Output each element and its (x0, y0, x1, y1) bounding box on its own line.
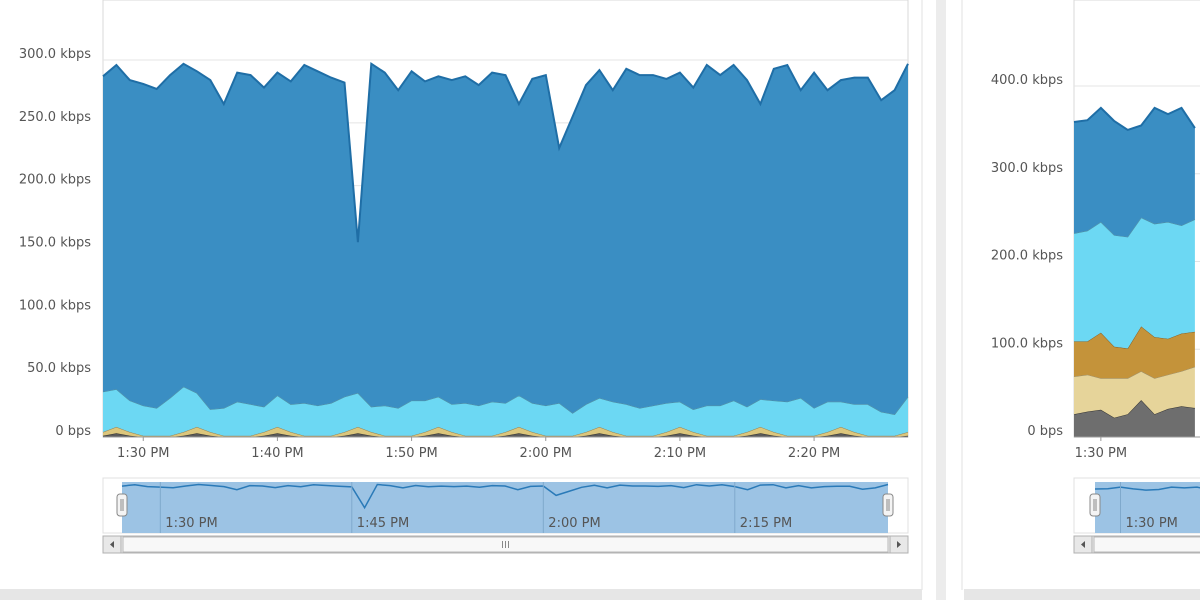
x-tick-label: 2:00 PM (520, 446, 572, 461)
scrollbar-thumb[interactable] (1093, 536, 1200, 553)
arrow-icon (110, 541, 114, 548)
y-tick-label: 50.0 kbps (27, 361, 91, 376)
series-line (102, 62, 909, 243)
y-tick-label: 0 bps (55, 424, 91, 439)
x-tick-label: 1:40 PM (251, 446, 303, 461)
area-series (1074, 400, 1195, 437)
navigator-tick-label: 2:15 PM (740, 516, 792, 531)
y-tick-label: 100.0 kbps (19, 298, 91, 313)
navigator-tick-label: 1:30 PM (165, 516, 217, 531)
navigator-line (1094, 486, 1200, 491)
y-tick-label: 300.0 kbps (19, 47, 91, 62)
y-tick-label: 400.0 kbps (991, 73, 1063, 88)
chart-panel: 0 bps 50.0 kbps 100.0 kbps 150.0 kbps 200.0 … (19, 0, 909, 554)
area-series (1074, 217, 1195, 349)
navigator-range (122, 482, 888, 533)
x-tick-label: 2:10 PM (654, 446, 706, 461)
y-tick-label: 150.0 kbps (19, 236, 91, 251)
navigator-handle[interactable] (116, 493, 128, 517)
navigator-tick-label: 1:30 PM (1126, 516, 1178, 531)
x-tick-label: 2:20 PM (788, 446, 840, 461)
arrow-icon (897, 541, 901, 548)
table-header (0, 589, 922, 600)
y-tick-label: 200.0 kbps (19, 173, 91, 188)
area-series (103, 426, 908, 437)
navigator-line (121, 483, 889, 510)
x-tick-label: 1:30 PM (117, 446, 169, 461)
navigator-handle[interactable] (882, 493, 894, 517)
y-tick-label: 0 bps (1027, 424, 1063, 439)
navigator-handle[interactable] (1089, 493, 1101, 517)
y-tick-label: 200.0 kbps (991, 249, 1063, 264)
x-tick-label: 1:30 PM (1075, 446, 1127, 461)
area-series (103, 63, 908, 415)
navigator-tick-label: 1:45 PM (357, 516, 409, 531)
area-series (1074, 326, 1195, 379)
panel-divider (936, 0, 946, 600)
area-series (1074, 366, 1195, 418)
chart-panel: 0 bps 100.0 kbps 200.0 kbps 300.0 kbps 400.0… (991, 0, 1200, 554)
area-series (103, 386, 908, 436)
y-tick-label: 100.0 kbps (991, 336, 1063, 351)
area-series (1074, 107, 1195, 237)
series-line (1073, 106, 1196, 131)
table-header (964, 589, 1200, 600)
y-tick-label: 250.0 kbps (19, 110, 91, 125)
x-tick-label: 1:50 PM (385, 446, 437, 461)
navigator-tick-label: 2:00 PM (548, 516, 600, 531)
y-tick-label: 300.0 kbps (991, 161, 1063, 176)
arrow-icon (1081, 541, 1085, 548)
